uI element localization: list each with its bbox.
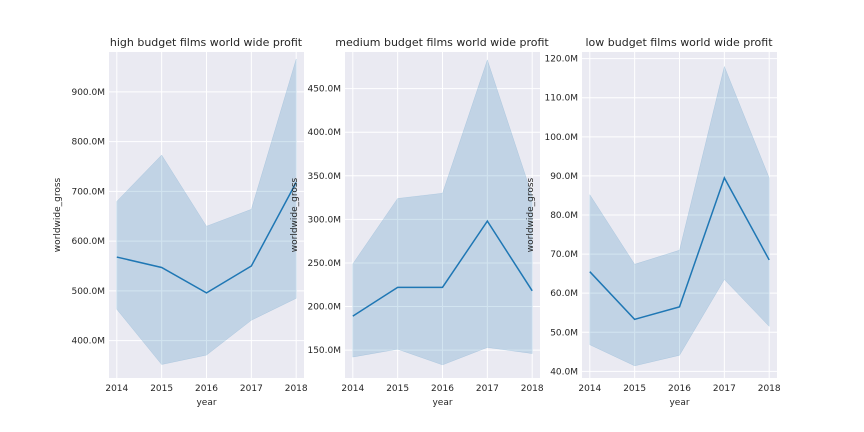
y-tick-label: 900.0M <box>71 88 105 98</box>
y-tick-label: 400.0M <box>71 337 105 347</box>
y-tick-label: 500.0M <box>71 287 105 297</box>
y-tick-label: 300.0M <box>307 215 341 225</box>
chart-panel-2: 150.0M 200.0M 250.0M 300.0M 350.0M 400.0M 450.… <box>290 36 549 408</box>
x-tick-label: 2015 <box>386 384 409 394</box>
y-tick-label: 60.0M <box>550 289 578 299</box>
x-tick-label: 2015 <box>150 384 173 394</box>
x-tick-label: 2016 <box>431 384 454 394</box>
y-tick-label: 700.0M <box>71 187 105 197</box>
x-axis-label: year <box>196 398 216 408</box>
series-line <box>116 182 297 294</box>
chart-title: low budget films world wide profit <box>585 36 773 49</box>
y-tick-label: 400.0M <box>307 128 341 138</box>
chart-title: high budget films world wide profit <box>110 36 303 49</box>
y-axis-label: worldwide_gross <box>290 177 300 252</box>
x-tick-label: 2014 <box>105 384 128 394</box>
x-tick-label: 2018 <box>285 384 308 394</box>
y-tick-label: 800.0M <box>71 138 105 148</box>
y-tick-label: 80.0M <box>550 211 578 221</box>
x-tick-label: 2017 <box>476 384 499 394</box>
y-tick-label: 600.0M <box>71 237 105 247</box>
y-tick-label: 40.0M <box>550 367 578 377</box>
y-tick-label: 150.0M <box>307 346 341 356</box>
x-tick-label: 2015 <box>623 384 646 394</box>
y-tick-label: 90.0M <box>550 172 578 182</box>
y-tick-label: 350.0M <box>307 172 341 182</box>
x-axis-label: year <box>432 398 452 408</box>
y-axis-label: worldwide_gross <box>526 177 536 252</box>
x-tick-label: 2014 <box>341 384 364 394</box>
y-tick-label: 450.0M <box>307 85 341 95</box>
y-tick-label: 110.0M <box>544 94 578 104</box>
y-tick-label: 200.0M <box>307 303 341 313</box>
y-tick-label: 120.0M <box>544 55 578 65</box>
y-tick-label: 100.0M <box>544 133 578 143</box>
chart-panel-3: 40.0M 50.0M 60.0M 70.0M 80.0M 90.0M 100.0M 110.… <box>526 36 781 408</box>
confidence-band <box>116 58 297 365</box>
y-axis-label: worldwide_gross <box>53 177 63 252</box>
y-tick-label: 50.0M <box>550 328 578 338</box>
chart-title: medium budget films world wide profit <box>335 36 549 49</box>
x-tick-label: 2014 <box>578 384 601 394</box>
x-tick-label: 2018 <box>521 384 544 394</box>
x-tick-label: 2018 <box>758 384 781 394</box>
x-tick-label: 2016 <box>195 384 218 394</box>
x-axis-label: year <box>669 398 689 408</box>
x-tick-label: 2016 <box>668 384 691 394</box>
y-tick-label: 250.0M <box>307 259 341 269</box>
confidence-band <box>352 59 533 366</box>
series-line <box>352 219 533 317</box>
x-tick-label: 2017 <box>713 384 736 394</box>
y-tick-label: 70.0M <box>550 250 578 260</box>
series-line <box>589 176 770 321</box>
x-tick-label: 2017 <box>240 384 263 394</box>
chart-panel-1: 400.0M 500.0M 600.0M 700.0M 800.0M 900.0M 2014… <box>53 36 308 408</box>
confidence-band <box>589 65 770 367</box>
